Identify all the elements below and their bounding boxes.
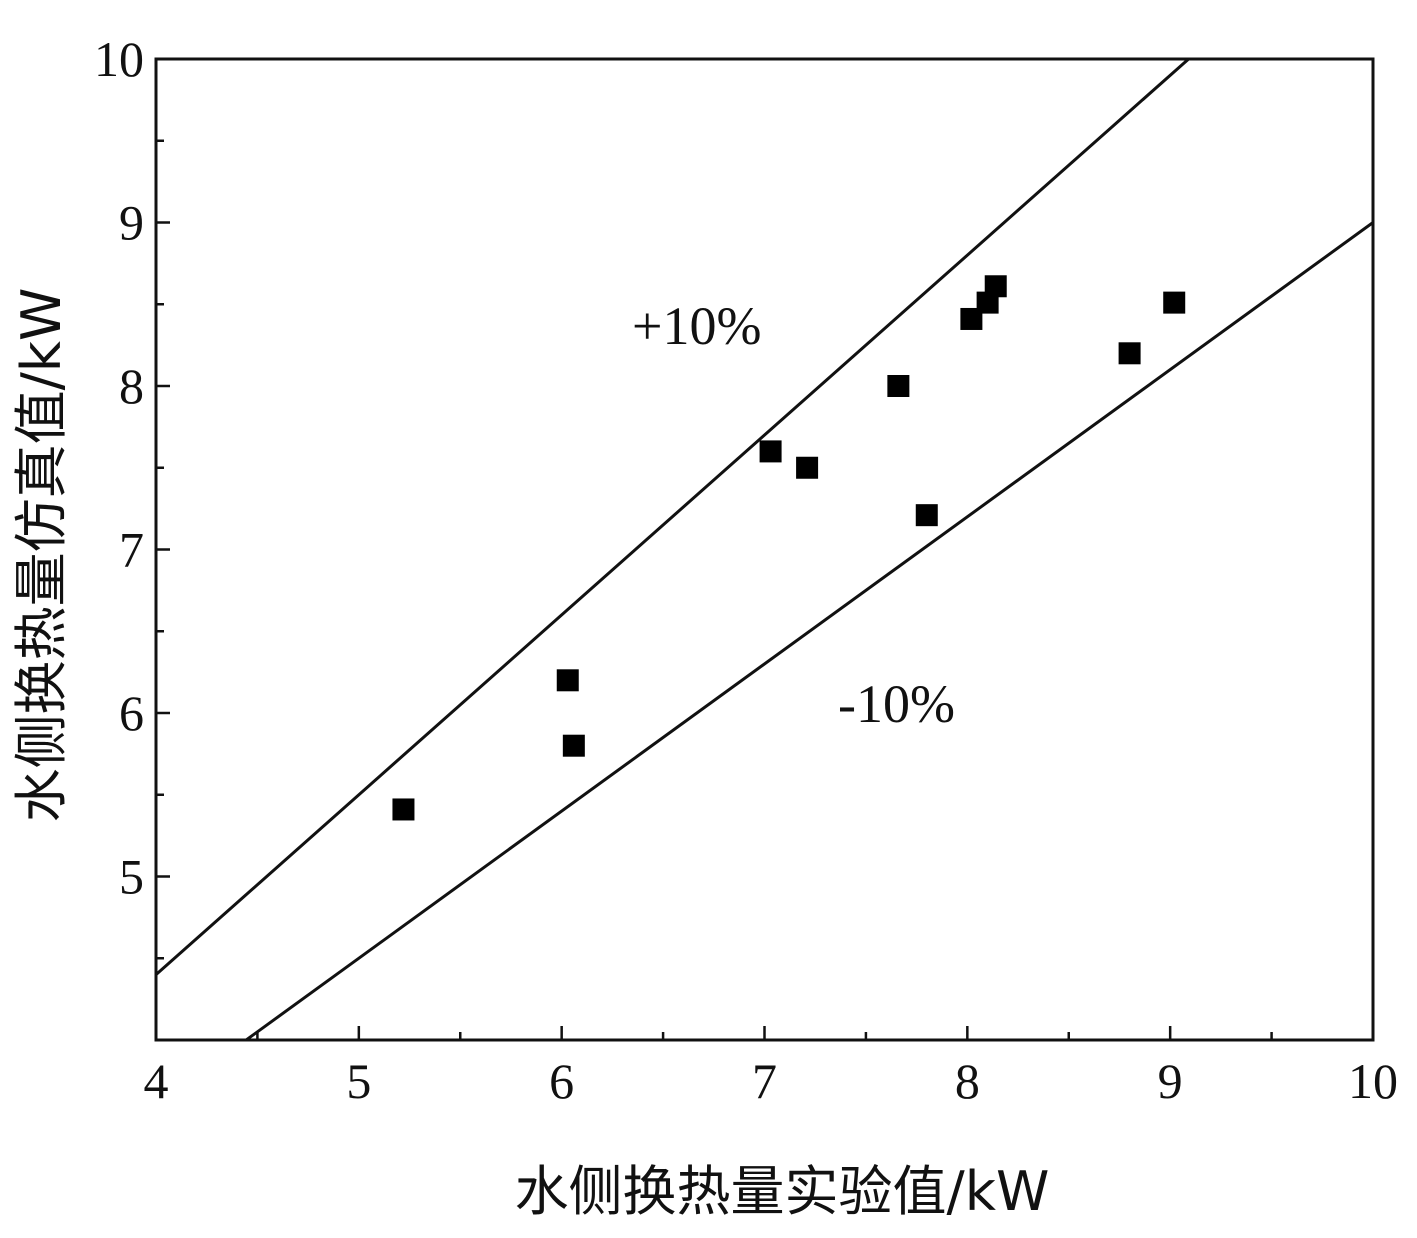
data-point <box>1163 291 1186 314</box>
y-tick-label: 6 <box>119 685 144 741</box>
plus-10-percent-line <box>156 59 1191 976</box>
plot-frame <box>154 57 1375 1042</box>
data-point <box>556 669 579 692</box>
x-tick-label: 4 <box>144 1053 169 1109</box>
y-tick-label: 10 <box>94 31 144 87</box>
x-axis-title: 水侧换热量实验值/kW <box>515 1160 1050 1223</box>
x-axis-ticks <box>154 1026 1375 1040</box>
x-tick-label: 8 <box>955 1053 980 1109</box>
x-tick-label: 10 <box>1348 1053 1398 1109</box>
x-tick-label: 6 <box>549 1053 574 1109</box>
data-point <box>887 375 910 397</box>
band-label-lower: -10% <box>838 674 955 734</box>
data-point <box>392 798 415 821</box>
x-tick-label: 5 <box>346 1053 371 1109</box>
data-point <box>1118 342 1141 365</box>
data-point <box>759 440 782 463</box>
x-tick-label: 9 <box>1158 1053 1183 1109</box>
band-label-upper: +10% <box>632 296 761 356</box>
y-tick-label: 8 <box>119 358 144 414</box>
reference-lines <box>156 59 1373 1040</box>
x-tick-label: 7 <box>752 1053 777 1109</box>
y-tick-labels: 5 6 7 8 9 10 <box>94 31 144 905</box>
data-points <box>392 275 1186 821</box>
y-tick-label: 7 <box>119 522 144 578</box>
y-tick-label: 9 <box>119 195 144 251</box>
y-axis-title: 水侧换热量仿真值/kW <box>10 288 73 823</box>
data-point <box>796 456 819 479</box>
x-tick-labels: 4 5 6 7 8 9 10 <box>144 1053 1399 1109</box>
minus-10-percent-line <box>243 221 1373 1040</box>
data-point <box>915 504 938 527</box>
data-point <box>984 275 1007 298</box>
y-tick-label: 5 <box>119 849 144 905</box>
y-axis-ticks <box>156 57 170 1042</box>
data-point <box>562 734 585 757</box>
